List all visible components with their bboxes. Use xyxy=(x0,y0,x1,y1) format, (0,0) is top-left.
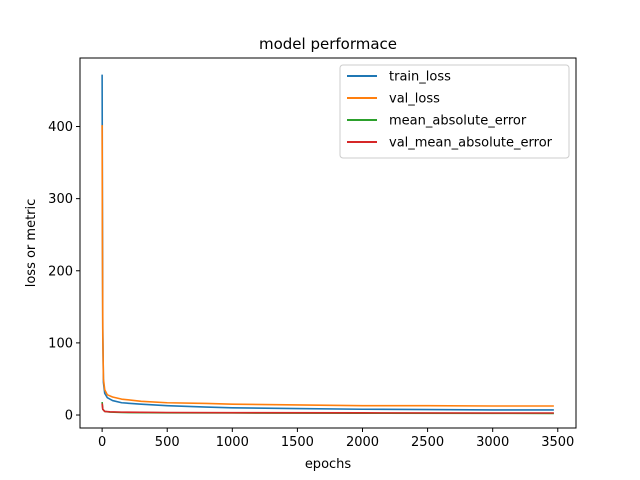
legend-label-3: val_mean_absolute_error xyxy=(389,136,553,151)
x-tick-label-0: 0 xyxy=(98,435,106,450)
legend-label-0: train_loss xyxy=(389,70,451,85)
y-axis-label: loss or metric xyxy=(24,199,39,288)
x-tick-label-4: 2000 xyxy=(346,435,379,450)
y-tick-label-4: 400 xyxy=(48,120,73,135)
series-line-1 xyxy=(101,125,554,407)
legend-box xyxy=(339,64,570,159)
y-tick-label-1: 100 xyxy=(48,336,73,351)
x-axis: 0 500 1000 1500 2000 2500 3000 3500 xyxy=(98,428,574,450)
y-axis: 0 100 200 300 400 xyxy=(48,120,80,424)
y-tick-label-3: 300 xyxy=(48,192,73,207)
series-group xyxy=(101,74,554,415)
x-tick-label-3: 1500 xyxy=(281,435,314,450)
plot-frame xyxy=(79,57,577,429)
x-tick-label-1: 500 xyxy=(155,435,180,450)
x-tick-label-5: 2500 xyxy=(411,435,444,450)
legend-label-1: val_loss xyxy=(389,92,440,107)
y-tick-label-2: 200 xyxy=(48,264,73,279)
y-tick-label-0: 0 xyxy=(65,409,73,424)
chart-title: model performace xyxy=(259,35,397,53)
x-tick-label-6: 3000 xyxy=(476,435,509,450)
legend: train_loss val_loss mean_absolute_errorval… xyxy=(339,64,570,159)
x-tick-label-2: 1000 xyxy=(216,435,249,450)
x-axis-label: epochs xyxy=(305,457,352,472)
x-tick-label-7: 3500 xyxy=(541,435,574,450)
legend-label-2: mean_absolute_error xyxy=(389,114,527,129)
series-line-3 xyxy=(101,403,554,414)
